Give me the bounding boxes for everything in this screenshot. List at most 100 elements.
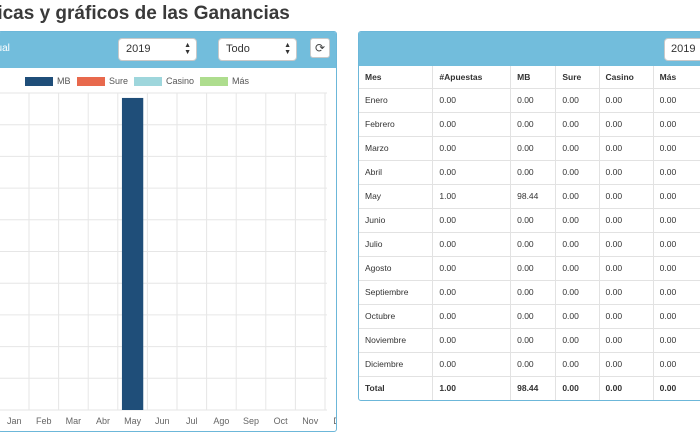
table-cell: 98.44	[510, 184, 557, 209]
table-cell: 0.00	[653, 352, 700, 377]
table-cell: 0.00	[555, 88, 600, 113]
table-cell: 0.00	[432, 352, 512, 377]
table-cell: 0.00	[555, 112, 600, 137]
legend-swatch	[200, 77, 228, 86]
table-row: Junio 0.00 0.00 0.00 0.00 0.00	[359, 208, 700, 233]
table-panel-header: 2019	[359, 32, 700, 66]
table-row: Octubre 0.00 0.00 0.00 0.00 0.00	[359, 304, 700, 329]
table-cell: 0.00	[653, 208, 700, 233]
table-cell: 0.00	[510, 136, 557, 161]
table-cell: 0.00	[432, 112, 512, 137]
table-cell: 0.00	[432, 160, 512, 185]
legend-label: Casino	[166, 76, 195, 86]
table-row: Enero 0.00 0.00 0.00 0.00 0.00	[359, 88, 700, 113]
table-cell: Octubre	[359, 304, 434, 329]
chart-panel-header: nsual 2019 ▲▼ Todo ▲▼ ⟳	[0, 32, 336, 68]
page-title: ticas y gráficos de las Ganancias	[0, 3, 290, 24]
type-select[interactable]: Todo ▲ ▼	[218, 38, 297, 61]
table-cell: 0.00	[432, 256, 512, 281]
table-cell: Julio	[359, 232, 434, 257]
table-cell: 0.00	[555, 232, 600, 257]
total-cell: 1.00	[432, 376, 512, 400]
x-tick-label: Jun	[155, 416, 170, 426]
x-tick-label: Oct	[274, 416, 289, 426]
table-cell: Enero	[359, 88, 434, 113]
table-row: Febrero 0.00 0.00 0.00 0.00 0.00	[359, 112, 700, 137]
column-header[interactable]: Mes	[359, 66, 434, 89]
table-cell: 0.00	[653, 280, 700, 305]
table-cell: 0.00	[510, 112, 557, 137]
column-header[interactable]: Más	[653, 66, 700, 89]
view-mode-label: nsual	[0, 43, 10, 54]
type-select-value: Todo	[226, 43, 250, 55]
table-cell: Marzo	[359, 136, 434, 161]
table-cell: 0.00	[599, 256, 654, 281]
table-cell: 0.00	[555, 208, 600, 233]
column-header[interactable]: Sure	[555, 66, 600, 89]
table-cell: 0.00	[555, 280, 600, 305]
table-cell: 0.00	[510, 280, 557, 305]
table-cell: 0.00	[653, 328, 700, 353]
column-header[interactable]: Casino	[599, 66, 654, 89]
table-cell: 0.00	[555, 304, 600, 329]
table-row: Marzo 0.00 0.00 0.00 0.00 0.00	[359, 136, 700, 161]
bar-mb-may	[121, 97, 144, 411]
x-tick-label: Jan	[7, 416, 22, 426]
table-cell: 0.00	[510, 352, 557, 377]
table-cell: 0.00	[555, 352, 600, 377]
table-row: Julio 0.00 0.00 0.00 0.00 0.00	[359, 232, 700, 257]
legend-label: Sure	[109, 76, 129, 86]
table-year-select[interactable]: 2019	[664, 38, 700, 61]
refresh-button[interactable]: ⟳	[310, 38, 330, 58]
select-arrows-icon: ▲ ▼	[184, 42, 191, 56]
table-cell: 1.00	[432, 184, 512, 209]
refresh-icon: ⟳	[314, 41, 326, 55]
table-cell: 0.00	[555, 160, 600, 185]
table-cell: 0.00	[555, 256, 600, 281]
table-cell: 0.00	[599, 352, 654, 377]
table-cell: Junio	[359, 208, 434, 233]
table-cell: 0.00	[599, 328, 654, 353]
table-cell: 0.00	[432, 136, 512, 161]
total-cell: Total	[359, 376, 434, 400]
table-cell: 0.00	[510, 160, 557, 185]
table-cell: May	[359, 184, 434, 209]
column-header[interactable]: MB	[510, 66, 557, 89]
table-cell: 0.00	[432, 232, 512, 257]
table-header-row: Mes #Apuestas MB Sure Casino Más	[359, 66, 700, 89]
table-row: Agosto 0.00 0.00 0.00 0.00 0.00	[359, 256, 700, 281]
total-cell: 0.00	[653, 376, 700, 400]
table-cell: Febrero	[359, 112, 434, 137]
table-cell: Diciembre	[359, 352, 434, 377]
table-cell: 0.00	[555, 184, 600, 209]
table-cell: 0.00	[599, 304, 654, 329]
table-cell: Septiembre	[359, 280, 434, 305]
table-cell: 0.00	[653, 112, 700, 137]
x-tick-label: Jul	[186, 416, 198, 426]
table-row: Septiembre 0.00 0.00 0.00 0.00 0.00	[359, 280, 700, 305]
total-cell: 98.44	[510, 376, 557, 400]
table-cell: Noviembre	[359, 328, 434, 353]
table-cell: 0.00	[555, 328, 600, 353]
x-tick-label: Ago	[213, 416, 229, 426]
x-tick-label: Abr	[96, 416, 110, 426]
table-cell: 0.00	[432, 328, 512, 353]
chart-legend: MB Sure Casino Más	[0, 75, 336, 87]
x-tick-label: Feb	[36, 416, 52, 426]
table-cell: 0.00	[599, 208, 654, 233]
table-cell: 0.00	[599, 232, 654, 257]
table-cell: 0.00	[510, 208, 557, 233]
earnings-chart-panel: nsual 2019 ▲▼ Todo ▲▼ ⟳ MB Sure Casino M…	[0, 31, 337, 432]
table-cell: 0.00	[510, 232, 557, 257]
legend-swatch	[25, 77, 53, 86]
table-cell: 0.00	[653, 184, 700, 209]
total-cell: 0.00	[599, 376, 654, 400]
column-header[interactable]: #Apuestas	[432, 66, 512, 89]
table-year-value: 2019	[671, 43, 696, 55]
table-cell: 0.00	[653, 160, 700, 185]
total-cell: 0.00	[555, 376, 600, 400]
year-select[interactable]: 2019 ▲ ▼	[118, 38, 197, 61]
x-tick-label: Dic	[333, 416, 337, 426]
legend-swatch	[134, 77, 162, 86]
x-tick-label: Sep	[243, 416, 259, 426]
